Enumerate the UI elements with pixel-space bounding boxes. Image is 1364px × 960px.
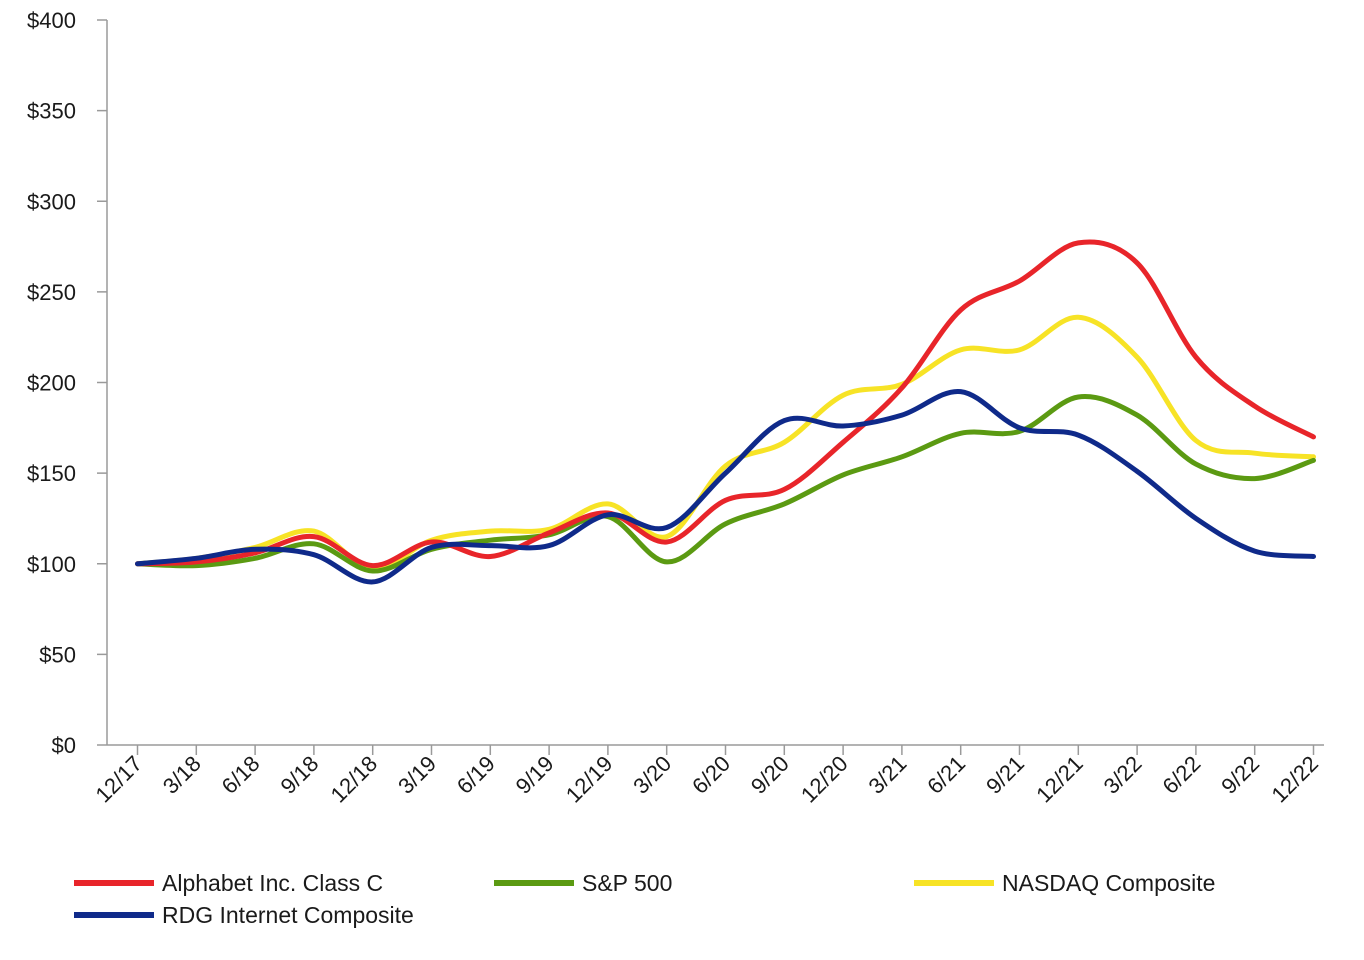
x-tick-label: 3/18 (158, 751, 206, 799)
y-axis-labels: $0 $50 $100 $150 $200 $250 $300 $350 $400 (27, 8, 76, 758)
series-line-nasdaq-composite (135, 314, 1316, 572)
series-lines (135, 239, 1316, 585)
y-tick-label: $300 (27, 189, 76, 214)
series-line-s-p-500 (135, 394, 1316, 574)
y-tick-label: $100 (27, 552, 76, 577)
y-tick-label: $0 (52, 733, 76, 758)
series-line-rdg-internet-composite (135, 389, 1316, 585)
y-tick-label: $150 (27, 461, 76, 486)
x-tick-label: 3/20 (628, 751, 676, 799)
y-tick-label: $50 (39, 642, 76, 667)
x-tick-label: 3/22 (1099, 751, 1147, 799)
y-tick-label: $350 (27, 99, 76, 124)
x-tick-label: 6/20 (687, 751, 735, 799)
x-tick-label: 12/17 (90, 751, 147, 808)
x-tick-label: 9/18 (275, 751, 323, 799)
x-tick-label: 6/21 (922, 751, 970, 799)
y-tick-label: $400 (27, 8, 76, 33)
x-tick-label: 12/21 (1031, 751, 1088, 808)
x-tick-label: 9/20 (746, 751, 794, 799)
x-tick-label: 6/19 (452, 751, 500, 799)
x-tick-label: 6/22 (1157, 751, 1205, 799)
x-tick-label: 12/18 (326, 751, 383, 808)
x-tick-label: 12/19 (561, 751, 618, 808)
x-tick-label: 3/21 (863, 751, 911, 799)
chart-axes (97, 19, 1324, 755)
x-tick-label: 9/22 (1216, 751, 1264, 799)
series-line-alphabet-inc-class-c (135, 239, 1316, 569)
x-tick-label: 6/18 (217, 751, 265, 799)
y-tick-label: $200 (27, 371, 76, 396)
x-tick-label: 12/20 (796, 751, 853, 808)
y-tick-label: $250 (27, 280, 76, 305)
x-tick-label: 3/19 (393, 751, 441, 799)
x-tick-label: 9/21 (981, 751, 1029, 799)
x-axis-labels: 12/17 3/18 6/18 9/18 12/18 3/19 6/19 9/19 12/19 3… (90, 751, 1323, 808)
x-tick-label: 12/22 (1266, 751, 1323, 808)
x-tick-label: 9/19 (511, 751, 559, 799)
